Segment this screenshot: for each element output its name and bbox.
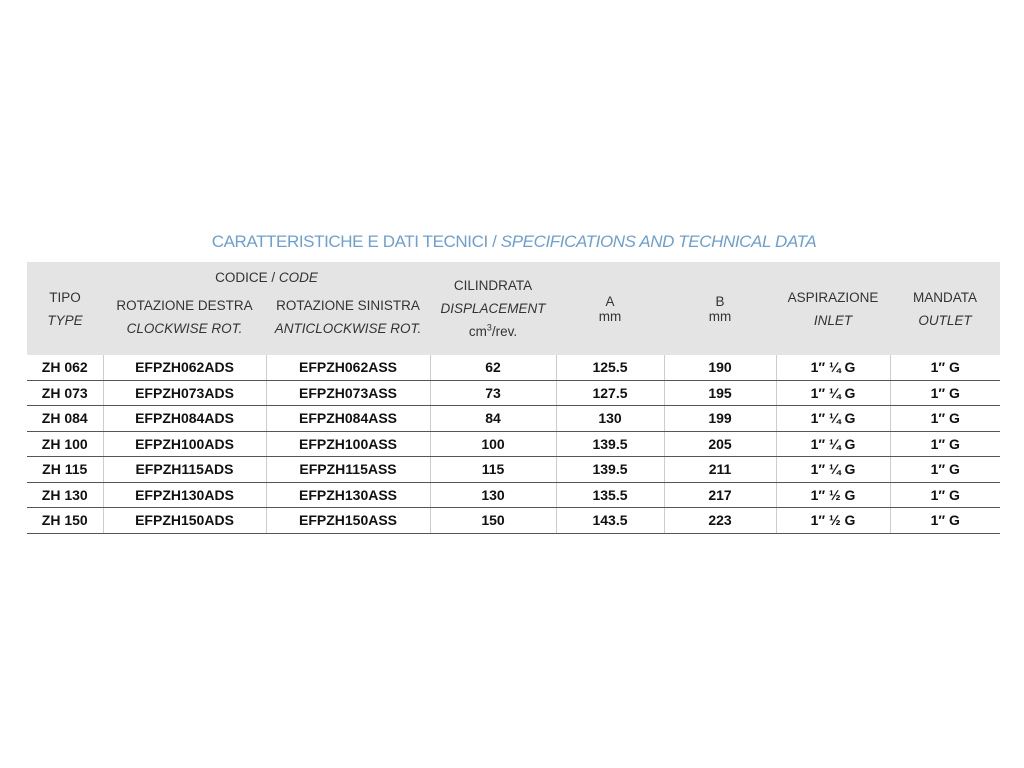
table-row: ZH 084 EFPZH084ADS EFPZH084ASS 84 130 199 1″ ¼… [27,405,1001,432]
cell-clockwise-code: EFPZH150ADS [102,507,266,534]
cell-inlet: 1″ ¼ G [775,456,891,483]
cell-inlet: 1″ ½ G [775,482,891,508]
cell-inlet: 1″ ¼ G [775,405,891,432]
cell-inlet: 1″ ¼ G [775,431,891,457]
cell-b-mm: 195 [663,380,777,406]
cell-b-mm: 217 [663,482,777,508]
header-clockwise: ROTAZIONE DESTRA CLOCKWISE ROT. [103,289,266,355]
cell-anticlockwise-code: EFPZH115ASS [265,456,431,483]
cell-a-mm: 135.5 [555,482,665,508]
cell-displacement: 100 [429,431,557,457]
table-row: ZH 150 EFPZH150ADS EFPZH150ASS 150 143.5 223 1… [27,507,1001,534]
cell-anticlockwise-code: EFPZH073ASS [265,380,431,406]
cell-b-mm: 223 [663,507,777,534]
cell-type: ZH 100 [27,431,103,457]
cell-clockwise-code: EFPZH084ADS [102,405,266,432]
cell-b-mm: 211 [663,456,777,483]
cell-inlet: 1″ ¼ G [775,380,891,406]
cell-type: ZH 130 [27,482,103,508]
header-type: TIPO TYPE [27,262,103,355]
table-row: ZH 062 EFPZH062ADS EFPZH062ASS 62 125.5 190 1″… [27,355,1001,381]
cell-outlet: 1″ G [889,456,1001,483]
cell-anticlockwise-code: EFPZH062ASS [265,355,431,381]
cell-a-mm: 143.5 [555,507,665,534]
cell-outlet: 1″ G [889,380,1001,406]
cell-anticlockwise-code: EFPZH130ASS [265,482,431,508]
cell-displacement: 115 [429,456,557,483]
cell-outlet: 1″ G [889,405,1001,432]
cell-type: ZH 073 [27,380,103,406]
cell-clockwise-code: EFPZH062ADS [102,355,266,381]
cell-displacement: 84 [429,405,557,432]
cell-a-mm: 139.5 [555,431,665,457]
cell-a-mm: 127.5 [555,380,665,406]
cell-displacement: 130 [429,482,557,508]
cell-type: ZH 115 [27,456,103,483]
table-row: ZH 100 EFPZH100ADS EFPZH100ASS 100 139.5 205 1… [27,431,1001,457]
cell-outlet: 1″ G [889,355,1001,381]
cell-b-mm: 190 [663,355,777,381]
cell-type: ZH 084 [27,405,103,432]
header-inlet: ASPIRAZIONE INLET [776,262,891,355]
cell-anticlockwise-code: EFPZH084ASS [265,405,431,432]
specifications-table: TIPO TYPE CODICE / CODE CILINDRATA DISPLAC… [27,262,1001,534]
cell-clockwise-code: EFPZH130ADS [102,482,266,508]
cell-displacement: 73 [429,380,557,406]
cell-a-mm: 125.5 [555,355,665,381]
cell-displacement: 150 [429,507,557,534]
table-row: ZH 115 EFPZH115ADS EFPZH115ASS 115 139.5 211 1… [27,456,1001,483]
cell-b-mm: 199 [663,405,777,432]
cell-anticlockwise-code: EFPZH150ASS [265,507,431,534]
table-title: CARATTERISTICHE E DATI TECNICI / SPECIFI… [211,232,817,251]
cell-clockwise-code: EFPZH115ADS [102,456,266,483]
header-code: CODICE / CODE [103,262,431,289]
header-displacement: CILINDRATA DISPLACEMENT cm3/rev. [430,262,557,355]
cell-inlet: 1″ ¼ G [775,355,891,381]
cell-anticlockwise-code: EFPZH100ASS [265,431,431,457]
header-anticlockwise: ROTAZIONE SINISTRA ANTICLOCKWISE ROT. [266,289,431,355]
cell-clockwise-code: EFPZH073ADS [102,380,266,406]
cell-a-mm: 139.5 [555,456,665,483]
cell-b-mm: 205 [663,431,777,457]
table-row: ZH 073 EFPZH073ADS EFPZH073ASS 73 127.5 195 1″… [27,380,1001,406]
cell-a-mm: 130 [555,405,665,432]
cell-type: ZH 150 [27,507,103,534]
cell-clockwise-code: EFPZH100ADS [102,431,266,457]
cell-inlet: 1″ ½ G [775,507,891,534]
cell-displacement: 62 [429,355,557,381]
cell-type: ZH 062 [27,355,103,381]
cell-outlet: 1″ G [889,507,1001,534]
cell-outlet: 1″ G [889,431,1001,457]
header-outlet: MANDATA OUTLET [890,262,1001,355]
table-row: ZH 130 EFPZH130ADS EFPZH130ASS 130 135.5 217 1… [27,482,1001,508]
cell-outlet: 1″ G [889,482,1001,508]
